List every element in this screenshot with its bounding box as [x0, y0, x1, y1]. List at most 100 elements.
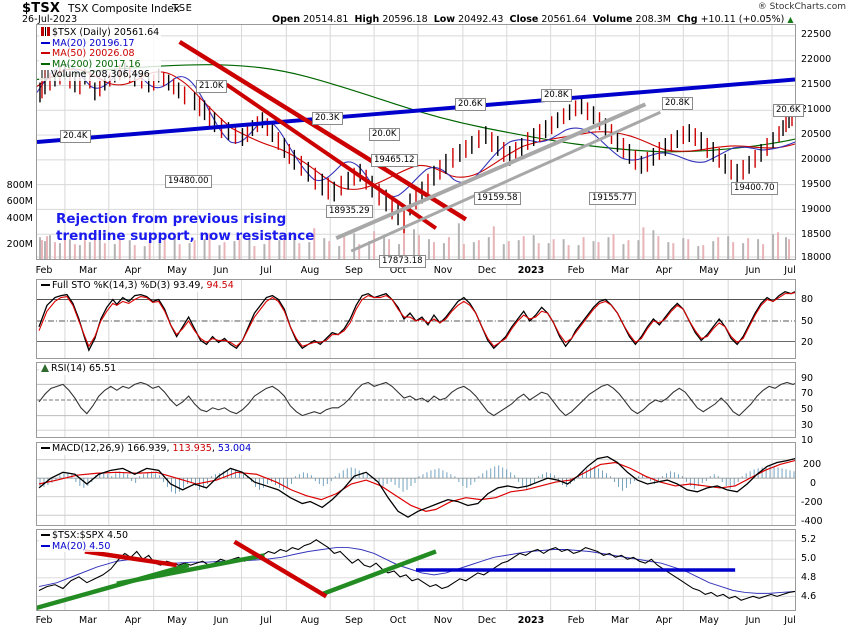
- ratio-value: 4.50: [106, 530, 129, 541]
- ratio-legend-label: $TSX:$SPX: [52, 530, 104, 541]
- legend-ma200-text: MA(200) 20017.16: [52, 58, 141, 70]
- ratio-green-trendline-1: [37, 563, 190, 610]
- y-tick-label: 70: [801, 388, 814, 399]
- y-tick-label: 20000: [801, 154, 832, 165]
- price-tag: 19159.58: [474, 192, 521, 205]
- x-tick-label: Apr: [124, 265, 142, 276]
- legend-row-ratio-ma20: MA(20) 4.50: [41, 540, 128, 553]
- legend-row-volume: Volume 208,306,496: [41, 69, 159, 81]
- x-tick-label: Aug: [300, 615, 320, 626]
- price-tag: 21.0K: [196, 80, 227, 93]
- x-tick-label: Jul: [784, 615, 796, 626]
- x-tick-label: Mar: [611, 265, 629, 276]
- macd-legend: MACD(12,26,9) 166.939, 113.935, 53.004: [39, 443, 254, 455]
- rsi-legend: RSI(14) 65.51: [39, 363, 119, 375]
- x-tick-label: Apr: [655, 265, 673, 276]
- rsi-legend-label: RSI(14): [51, 363, 86, 374]
- ratio-ma-label: MA(20): [52, 540, 87, 552]
- rsi-value: 65.51: [88, 363, 117, 374]
- y-tick-label: 80: [801, 294, 814, 305]
- stochastic-panel[interactable]: Full STO %K(14,3) %D(3) 93.49, 94.54: [36, 279, 796, 359]
- y-tick-label: 4.6: [801, 591, 817, 602]
- y-tick-label: 20: [801, 337, 814, 348]
- close-label: Close: [509, 14, 539, 25]
- x-tick-label: Nov: [433, 615, 453, 626]
- rsi-line: [38, 381, 795, 417]
- low-label: Low: [433, 14, 456, 25]
- chg-label: Chg: [677, 14, 698, 25]
- ratio-panel[interactable]: $TSX:$SPX 4.50 MA(20) 4.50: [36, 529, 796, 611]
- stochastic-plot: [37, 280, 795, 358]
- y-tick-label: 50: [801, 316, 814, 327]
- x-tick-label: Jun: [213, 265, 229, 276]
- red-resistance-trendline-2: [225, 82, 438, 230]
- chart-header: $TSX TSX Composite Index TSE 26-Jul-2023…: [0, 0, 850, 25]
- line-swatch-black-icon: [41, 447, 50, 449]
- y-tick-label: 200: [803, 459, 822, 470]
- stochastic-legend: Full STO %K(14,3) %D(3) 93.49, 94.54: [39, 280, 236, 292]
- line-swatch-black-icon: [41, 534, 50, 536]
- ratio-red-trendline-1: [84, 549, 177, 568]
- open-value: 20514.81: [303, 14, 349, 25]
- price-tag: 20.3K: [312, 112, 343, 125]
- legend-row-ma200: MA(200) 20017.16: [41, 58, 159, 71]
- y-tick-label: 5.0: [801, 553, 817, 564]
- volume-bars-icon: [41, 70, 49, 78]
- y-tick-label: 5.2: [801, 534, 817, 545]
- x-tick-label: Feb: [35, 615, 53, 626]
- x-tick-label: May: [699, 265, 719, 276]
- x-tick-label: Jun: [213, 615, 229, 626]
- price-tag: 19480.00: [165, 175, 212, 188]
- legend-row-ma20: MA(20) 20196.17: [41, 37, 159, 50]
- y-tick-label: 10: [801, 435, 814, 446]
- line-swatch-black-icon: [41, 284, 50, 286]
- ratio-red-trendline-2: [233, 539, 328, 599]
- ma200-line: [37, 64, 795, 153]
- ratio-line: [38, 539, 795, 601]
- legend-row-ratio: $TSX:$SPX 4.50: [41, 530, 129, 542]
- volume-bars: [38, 223, 791, 259]
- macd-legend-label: MACD(12,26,9): [52, 443, 125, 454]
- y-tick-label: 600M: [6, 196, 33, 207]
- x-tick-label: Jul: [260, 265, 272, 276]
- rsi-plot: [37, 363, 795, 437]
- y-tick-label: 21000: [801, 104, 832, 115]
- y-tick-label: 90: [801, 373, 814, 384]
- x-tick-label: May: [167, 265, 187, 276]
- volume-label: Volume: [592, 14, 633, 25]
- legend-ma20-text: MA(20) 20196.17: [52, 37, 135, 49]
- x-tick-label: Mar: [611, 615, 629, 626]
- blue-support-trendline: [37, 77, 795, 144]
- ma20-line: [37, 64, 795, 198]
- price-tag: 20.4K: [60, 130, 91, 143]
- ticker-symbol: $TSX: [22, 1, 61, 16]
- red-resistance-trendline-1: [178, 39, 468, 222]
- price-panel[interactable]: $TSX (Daily) 20561.64 MA(20) 20196.17 MA…: [36, 24, 796, 260]
- macd-line: [38, 455, 795, 518]
- macd-histogram-value: 53.004: [217, 443, 252, 454]
- x-tick-label: Jul: [784, 265, 796, 276]
- x-tick-label: Mar: [79, 615, 97, 626]
- x-tick-label: Aug: [300, 265, 320, 276]
- stockcharts-credit: ® StockCharts.com: [757, 2, 846, 12]
- change-up-arrow: ▲: [787, 15, 794, 24]
- x-tick-label: Apr: [124, 615, 142, 626]
- ratio-legend: $TSX:$SPX 4.50 MA(20) 4.50: [39, 530, 131, 553]
- stoch-d-line: [38, 292, 795, 348]
- macd-panel[interactable]: MACD(12,26,9) 166.939, 113.935, 53.004: [36, 442, 796, 526]
- x-tick-label: Feb: [567, 265, 585, 276]
- price-tag: 20.6K: [455, 98, 486, 111]
- x-tick-label-year: 2023: [517, 265, 545, 276]
- ratio-plot: [37, 530, 795, 610]
- x-tick-label-year: 2023: [517, 615, 545, 626]
- y-tick-label: 4.8: [801, 572, 817, 583]
- price-tag: 20.8K: [541, 89, 572, 102]
- x-tick-label: Oct: [389, 615, 407, 626]
- annotation-line-2: trendline support, now resistance: [56, 228, 315, 244]
- grey-trendline-2: [350, 110, 661, 253]
- legend-ma50-text: MA(50) 20026.08: [52, 48, 135, 59]
- rsi-panel[interactable]: RSI(14) 65.51: [36, 362, 796, 438]
- macd-signal-line: [38, 460, 795, 512]
- x-tick-label: Dec: [477, 265, 497, 276]
